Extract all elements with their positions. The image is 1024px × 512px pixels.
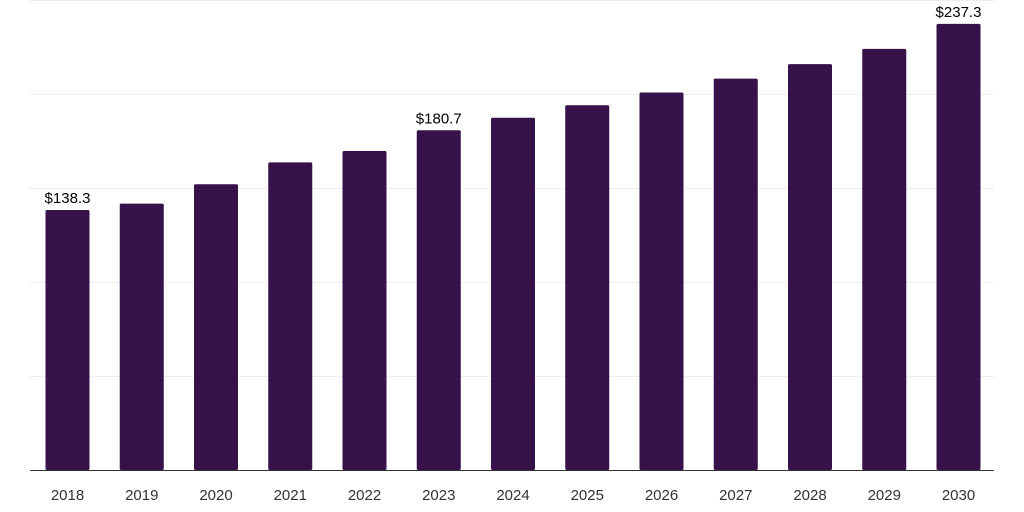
- bar-2023: [416, 130, 461, 470]
- bar-2025: [565, 105, 610, 470]
- x-tick-label: 2026: [645, 487, 678, 504]
- x-tick-label: 2022: [348, 487, 381, 504]
- bar-2029: [862, 48, 907, 470]
- x-tick-label: 2028: [793, 487, 826, 504]
- x-tick-label: 2021: [274, 487, 307, 504]
- bars: [45, 23, 981, 471]
- bar-2027: [713, 78, 758, 470]
- x-tick-label: 2024: [496, 487, 529, 504]
- x-tick-label: 2030: [942, 487, 975, 504]
- data-label-2030: $237.3: [936, 4, 982, 21]
- data-label-2023: $180.7: [416, 110, 462, 127]
- bar-2028: [788, 64, 832, 471]
- bar-2020: [194, 184, 238, 471]
- x-tick-labels: 2018 2019 2020 2021 2022 2023 2024 2025 2026 2027…: [51, 487, 975, 504]
- x-tick-label: 2029: [868, 487, 901, 504]
- x-tick-label: 2025: [571, 487, 604, 504]
- bar-2024: [491, 117, 535, 470]
- x-tick-label: 2020: [199, 487, 232, 504]
- data-labels: $138.3 $180.7 $237.3: [45, 4, 982, 207]
- bar-2019: [119, 203, 164, 470]
- bar-2022: [342, 150, 387, 470]
- bar-2026: [639, 92, 684, 470]
- x-tick-label: 2019: [125, 487, 158, 504]
- bar-2021: [268, 162, 313, 470]
- x-tick-label: 2027: [719, 487, 752, 504]
- x-tick-label: 2023: [422, 487, 455, 504]
- data-label-2018: $138.3: [45, 190, 91, 207]
- bar-2030: [936, 23, 981, 470]
- bar-2018: [45, 210, 90, 470]
- x-tick-label: 2018: [51, 487, 84, 504]
